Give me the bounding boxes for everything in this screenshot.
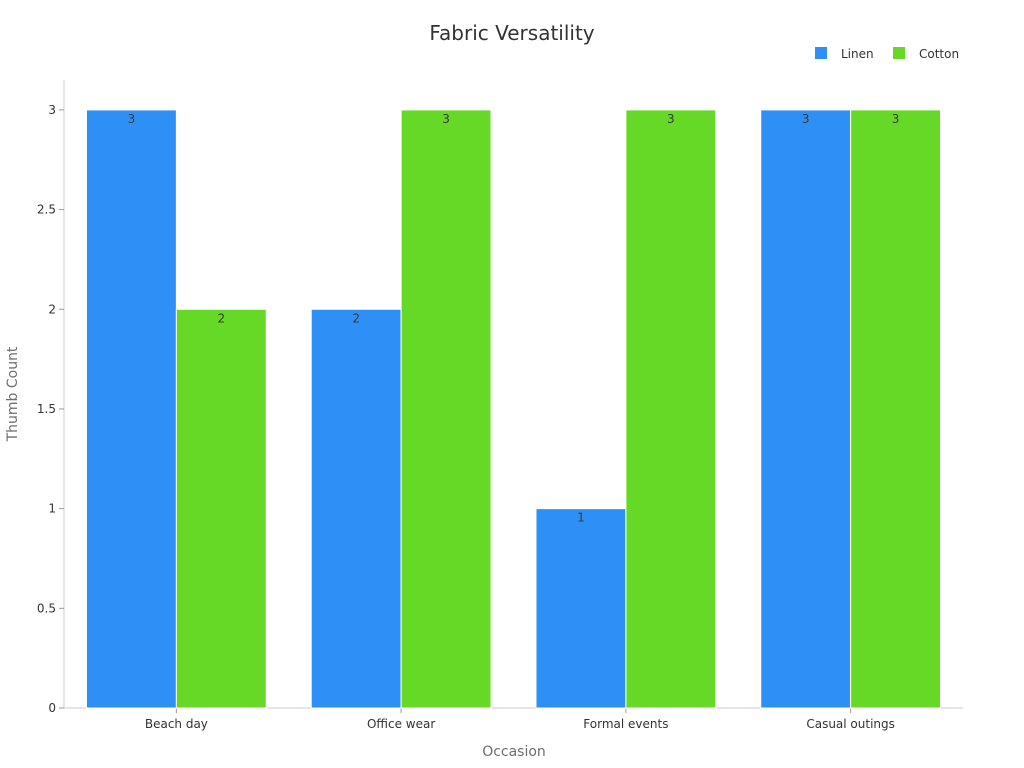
legend-label-linen: Linen: [841, 47, 874, 61]
x-tick-label: Formal events: [583, 717, 668, 731]
data-labels: 3 2 2 3 1 3 3 3: [128, 112, 900, 525]
bar-cotton-3: [850, 109, 942, 709]
data-label: 3: [892, 112, 900, 126]
chart-title: Fabric Versatility: [429, 21, 594, 45]
y-tick-label: 2.5: [37, 203, 56, 217]
y-tick-label: 1: [48, 502, 56, 516]
data-label: 3: [128, 112, 136, 126]
legend-label-cotton: Cotton: [919, 47, 959, 61]
x-tick-label: Casual outings: [806, 717, 895, 731]
y-tick-label: 1.5: [37, 402, 56, 416]
x-tick-label: Beach day: [145, 717, 208, 731]
legend-swatch-cotton: [893, 47, 905, 59]
data-label: 2: [218, 311, 226, 325]
bar-linen-3: [760, 109, 852, 709]
bar-linen-2: [535, 508, 627, 709]
data-label: 3: [667, 112, 675, 126]
x-axis: Beach day Office wear Formal events Casual …: [64, 707, 963, 731]
data-label: 3: [802, 112, 810, 126]
bars: [85, 109, 942, 709]
bar-cotton-2: [625, 109, 717, 709]
legend-swatch-linen: [815, 47, 827, 59]
data-label: 1: [577, 511, 585, 525]
y-tick-label: 0: [48, 701, 56, 715]
legend: Linen Cotton: [815, 47, 959, 61]
bar-cotton-1: [400, 109, 492, 709]
x-tick-label: Office wear: [367, 717, 435, 731]
bar-cotton-0: [175, 308, 267, 709]
y-axis: 0 0.5 1 1.5 2 2.5 3: [37, 80, 65, 715]
x-axis-title: Occasion: [482, 744, 546, 760]
data-label: 3: [442, 112, 450, 126]
bar-linen-1: [310, 308, 402, 709]
y-tick-label: 3: [48, 103, 56, 117]
data-label: 2: [352, 311, 360, 325]
bar-linen-0: [85, 109, 177, 709]
y-tick-label: 2: [48, 302, 56, 316]
y-tick-label: 0.5: [37, 601, 56, 615]
y-axis-title: Thumb Count: [5, 346, 21, 442]
